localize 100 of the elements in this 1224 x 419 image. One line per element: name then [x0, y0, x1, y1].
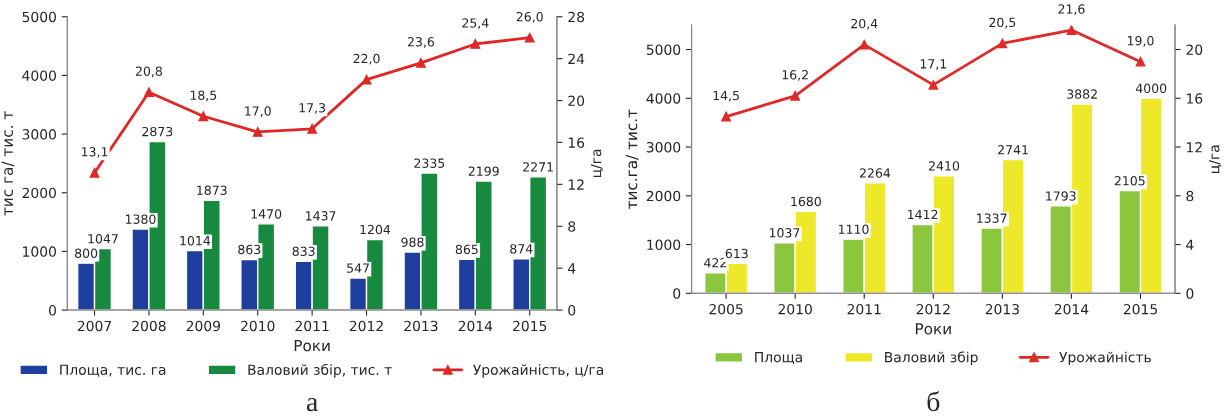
x-axis-title: Роки: [915, 323, 951, 335]
legend-label: Площа, тис. га: [60, 364, 166, 377]
data-label: 1873: [197, 185, 227, 195]
y-tick-label: 0: [48, 305, 56, 316]
y-tick-label: 3000: [22, 129, 56, 140]
x-tick-label: 2011: [295, 320, 329, 332]
y2-axis-title: ц/га: [590, 149, 604, 178]
point: [1135, 56, 1146, 67]
x-tick-label: 2013: [985, 303, 1019, 315]
x-tick-label: 2014: [1054, 303, 1089, 315]
data-label: 4000: [1135, 83, 1167, 94]
data-label: 800: [75, 248, 98, 258]
y-tick-label: 1000: [647, 239, 681, 251]
y2-tick-label: 20: [568, 95, 585, 107]
data-label: 1680: [791, 196, 821, 207]
point: [859, 39, 870, 50]
x-tick-label: 2008: [132, 320, 166, 332]
data-label: 1470: [251, 209, 282, 219]
data-label: 2199: [468, 166, 499, 176]
data-label: 21,6: [1058, 4, 1085, 15]
legend-label: Валовий збір: [885, 351, 978, 366]
data-label: 1380: [125, 214, 156, 224]
data-label: 1793: [1046, 191, 1076, 201]
y-tick-label: 5000: [646, 44, 681, 55]
x-tick-label: 2014: [458, 320, 493, 332]
y-tick-label: 0: [673, 288, 681, 299]
data-label: 2335: [414, 158, 445, 168]
data-label: 1110: [838, 224, 869, 234]
y2-tick-label: 0: [568, 305, 576, 316]
legend-label: Площа: [755, 352, 802, 365]
x-tick-label: 2007: [77, 320, 112, 332]
legend-label: Урожайність: [1059, 351, 1151, 366]
y-tick-label: 4000: [22, 70, 56, 81]
data-label: 17,1: [920, 59, 947, 70]
data-label: 18,5: [190, 90, 217, 102]
x-tick-label: 2015: [513, 320, 547, 332]
data-label: 17,3: [299, 103, 326, 114]
y2-tick-label: 12: [568, 179, 584, 190]
point: [361, 74, 372, 85]
text: а: [306, 397, 318, 412]
data-label: 26,0: [516, 11, 543, 23]
data-label: 2741: [998, 145, 1028, 155]
data-label: 865: [455, 244, 478, 255]
point: [198, 111, 209, 122]
y-tick-label: 5000: [22, 11, 56, 23]
data-label: 25,4: [462, 18, 489, 29]
y-tick-label: 4000: [646, 93, 681, 104]
y2-tick-label: 28: [568, 11, 585, 23]
data-label: 16,2: [782, 70, 808, 81]
y2-axis-title: ц/га: [1209, 145, 1222, 173]
x-tick-label: 2005: [709, 303, 743, 315]
y2-tick-label: 4: [568, 263, 576, 274]
data-label: 874: [510, 244, 533, 254]
data-label: 1437: [306, 211, 336, 221]
x-tick-label: 2015: [1123, 303, 1157, 315]
x-tick-label: 2012: [916, 303, 950, 315]
y2-tick-label: 12: [1186, 142, 1202, 153]
point: [416, 57, 426, 68]
point: [470, 39, 481, 49]
point: [252, 127, 263, 137]
point: [721, 111, 731, 122]
point: [524, 32, 535, 43]
y2-tick-label: 20: [1186, 44, 1203, 55]
text: б: [927, 391, 940, 412]
data-label: 1337: [977, 213, 1007, 223]
y2-tick-label: 16: [568, 137, 585, 148]
legend-label: Урожайність, ц/га: [473, 364, 603, 378]
data-label: 613: [725, 248, 748, 259]
data-label: 2873: [142, 126, 173, 137]
y-tick-label: 1000: [23, 246, 56, 257]
data-label: 1204: [360, 224, 391, 235]
data-label: 2410: [929, 161, 960, 171]
point: [307, 123, 317, 134]
data-label: 14,5: [713, 90, 739, 102]
data-label: 1412: [908, 209, 938, 220]
x-tick-label: 2010: [778, 303, 812, 315]
data-label: 20,5: [989, 17, 1016, 29]
x-tick-label: 2013: [404, 320, 438, 332]
data-label: 2271: [523, 162, 553, 172]
y-tick-label: 2000: [22, 187, 56, 199]
data-label: 13,1: [81, 147, 108, 158]
y2-tick-label: 0: [1186, 288, 1194, 299]
data-label: 22,0: [353, 53, 380, 65]
data-label: 20,4: [851, 18, 878, 30]
data-label: 1014: [180, 235, 211, 246]
data-label: 2105: [1114, 176, 1145, 186]
point: [1066, 25, 1077, 35]
data-label: 547: [347, 263, 369, 273]
point: [997, 38, 1008, 49]
data-label: 23,6: [407, 37, 435, 48]
y2-tick-label: 8: [568, 221, 576, 232]
point: [89, 167, 100, 178]
data-label: 2264: [859, 168, 891, 178]
y2-tick-label: 16: [1186, 93, 1203, 104]
data-label: 17,0: [245, 106, 271, 117]
legend-label: Валовий збір, тис. т: [248, 363, 392, 378]
y2-tick-label: 8: [1186, 190, 1194, 202]
data-label: 1037: [769, 228, 800, 238]
data-label: 988: [401, 237, 424, 247]
point: [928, 80, 939, 90]
